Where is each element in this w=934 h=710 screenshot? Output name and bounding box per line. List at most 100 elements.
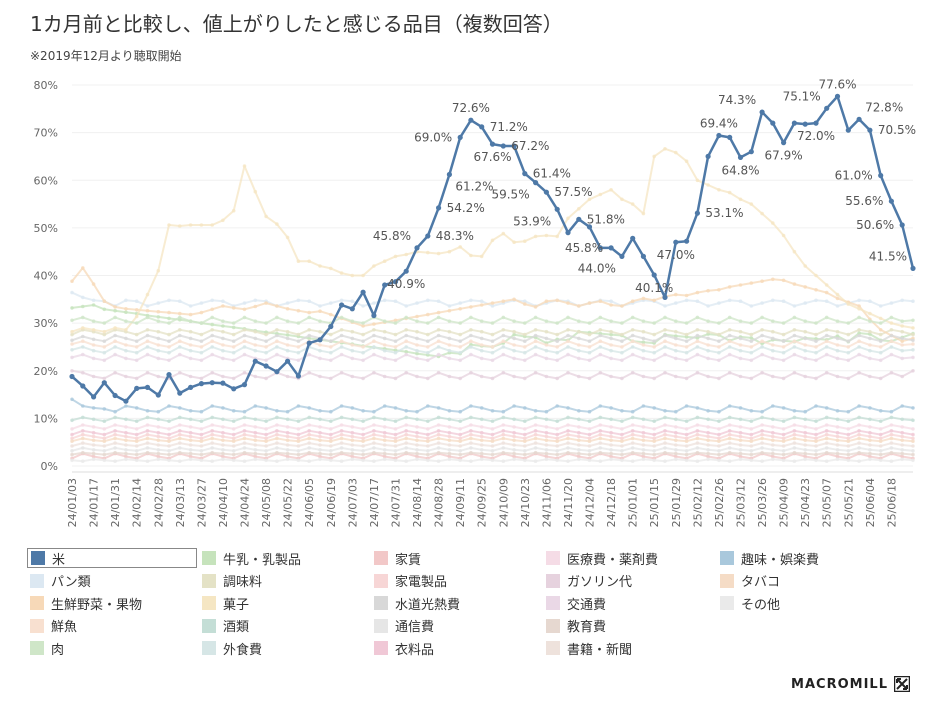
legend-item[interactable]: 菓子 [199, 593, 249, 613]
series-point [620, 436, 624, 441]
series-point [426, 449, 430, 453]
legend-item[interactable]: 趣味・娯楽費 [717, 548, 819, 568]
series-point [361, 324, 365, 328]
series-point [361, 350, 365, 355]
series-point [663, 459, 667, 464]
series-point [124, 404, 128, 408]
series-point [91, 451, 96, 456]
series-point [684, 332, 689, 337]
data-label: 53.9% [513, 214, 551, 228]
series-point [523, 299, 527, 304]
legend-item[interactable]: 肉 [27, 638, 64, 658]
legend-item[interactable]: 鮮魚 [27, 616, 77, 636]
series-point [706, 443, 710, 447]
series-point [490, 339, 495, 344]
legend-swatch [546, 596, 560, 610]
series-point [533, 441, 538, 445]
series-point [199, 301, 204, 305]
series-point [652, 444, 656, 448]
series-point [275, 415, 279, 420]
series-point [512, 332, 516, 337]
legend-item[interactable]: 生鮮野菜・果物 [27, 593, 142, 613]
series-point [178, 415, 182, 420]
series-point [436, 415, 441, 420]
series-point [824, 406, 829, 410]
series-point [458, 449, 463, 453]
series-point [674, 150, 678, 155]
series-point [490, 350, 495, 355]
series-point [426, 427, 430, 431]
series-point [911, 432, 915, 437]
series-point [803, 409, 807, 414]
series-point [242, 333, 247, 338]
legend-item[interactable]: 米 [27, 548, 197, 568]
series-point [91, 319, 96, 324]
series-point [210, 352, 214, 357]
series-point [824, 352, 829, 357]
series-point [404, 441, 409, 445]
legend-item[interactable]: 水道光熱費 [371, 593, 460, 613]
legend-item[interactable]: 交通費 [543, 593, 606, 613]
series-point [641, 457, 646, 462]
series-point [393, 432, 398, 437]
series-point [760, 441, 764, 445]
series-point [350, 448, 355, 452]
series-point [285, 348, 290, 353]
series-point [771, 277, 775, 282]
series-point [167, 310, 171, 315]
series-point [577, 329, 581, 334]
series-point [684, 321, 689, 325]
series-point [523, 376, 527, 381]
series-point [479, 454, 484, 459]
legend-item[interactable]: 書籍・新聞 [543, 638, 632, 658]
legend-item[interactable]: 教育費 [543, 616, 606, 636]
series-point [350, 430, 355, 435]
legend-label: 牛乳・乳製品 [223, 552, 302, 568]
series-point [501, 231, 506, 236]
legend-item[interactable]: 外食費 [199, 638, 262, 658]
legend-item[interactable]: 酒類 [199, 616, 249, 636]
series-point [296, 439, 301, 444]
series-point [264, 350, 268, 355]
legend-item[interactable]: ガソリン代 [543, 571, 632, 591]
series-point [835, 329, 840, 334]
legend-item[interactable]: パン類 [27, 571, 91, 591]
series-point [544, 448, 549, 452]
series-point [458, 444, 463, 448]
y-tick-label: 30% [34, 317, 58, 330]
legend-item[interactable]: 調味料 [199, 571, 262, 591]
series-point [641, 434, 646, 439]
series-point [124, 443, 128, 447]
x-tick-label: 25/05/21 [842, 478, 855, 527]
legend-item[interactable]: 通信費 [371, 616, 434, 636]
legend-item[interactable]: 牛乳・乳製品 [199, 548, 301, 568]
series-point [609, 451, 613, 456]
series-point [275, 409, 279, 413]
series-point [630, 328, 635, 332]
legend-item[interactable]: 衣料品 [371, 638, 434, 658]
legend-item[interactable]: その他 [717, 593, 780, 613]
series-point [749, 452, 754, 457]
legend-item[interactable]: タバコ [717, 571, 780, 591]
legend-item[interactable]: 家電製品 [371, 571, 447, 591]
series-point [275, 423, 279, 427]
series-point [70, 329, 74, 334]
series-point [771, 221, 775, 225]
series-point [706, 430, 710, 435]
series-point [641, 451, 646, 456]
series-point [727, 370, 732, 375]
series-point [630, 333, 635, 338]
x-tick-label: 24/10/23 [519, 478, 532, 527]
series-point [684, 358, 689, 363]
series-point [663, 345, 667, 349]
series-point [609, 374, 613, 379]
series-point [717, 288, 721, 292]
series-point [426, 419, 430, 424]
series-point [555, 439, 559, 444]
series-point [318, 425, 322, 429]
series-point [81, 266, 85, 270]
legend-item[interactable]: 医療費・薬剤費 [543, 548, 658, 568]
series-point [544, 430, 549, 435]
series-point [124, 417, 128, 422]
legend-item[interactable]: 家賃 [371, 548, 421, 568]
